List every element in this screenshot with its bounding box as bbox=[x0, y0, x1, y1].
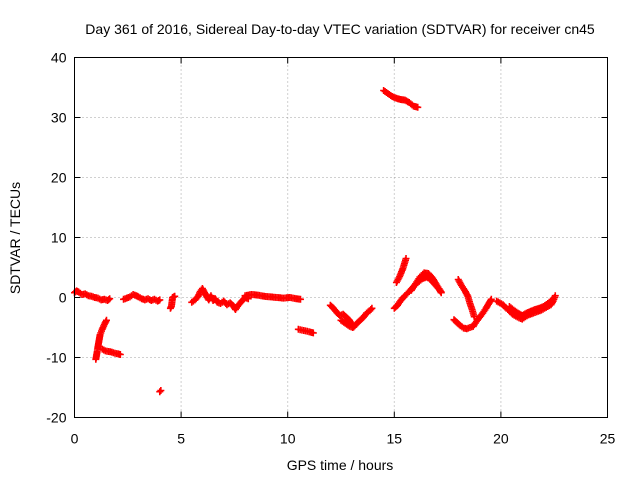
x-tick-label: 25 bbox=[600, 431, 616, 447]
data-point bbox=[414, 103, 422, 111]
data-point bbox=[402, 255, 410, 262]
x-tick-label: 15 bbox=[387, 431, 403, 447]
data-point bbox=[487, 295, 495, 303]
y-tick-label: 10 bbox=[51, 230, 67, 246]
data-point bbox=[309, 329, 317, 337]
data-points bbox=[71, 87, 559, 396]
data-point bbox=[156, 388, 164, 396]
x-tick-label: 5 bbox=[177, 431, 185, 447]
x-tick-label: 20 bbox=[493, 431, 509, 447]
y-tick-label: 40 bbox=[51, 50, 67, 66]
data-point bbox=[296, 295, 304, 303]
data-point bbox=[156, 296, 164, 304]
data-point bbox=[116, 351, 124, 358]
data-point bbox=[547, 297, 555, 305]
x-axis-label: GPS time / hours bbox=[287, 457, 394, 473]
data-point bbox=[157, 387, 165, 394]
data-point bbox=[551, 292, 559, 300]
data-point bbox=[367, 306, 375, 313]
y-tick-label: -20 bbox=[46, 410, 66, 426]
y-tick-label: 30 bbox=[51, 110, 67, 126]
plot-frame bbox=[74, 57, 608, 418]
y-tick-label: -10 bbox=[46, 350, 66, 366]
chart-title: Day 361 of 2016, Sidereal Day-to-day VTE… bbox=[85, 21, 595, 37]
y-tick-label: 0 bbox=[59, 290, 67, 306]
data-point bbox=[106, 295, 114, 303]
axis-ticks: 0 5 10 15 20 25 -20 -10 0 10 20 30 40 bbox=[46, 50, 615, 447]
data-point bbox=[368, 304, 376, 312]
x-tick-label: 0 bbox=[71, 431, 79, 447]
x-tick-label: 10 bbox=[280, 431, 296, 447]
data-point bbox=[349, 324, 357, 331]
y-tick-label: 20 bbox=[51, 170, 67, 186]
data-point bbox=[102, 316, 110, 324]
data-point bbox=[548, 296, 556, 304]
data-point bbox=[171, 292, 179, 300]
data-point bbox=[437, 288, 445, 296]
grid bbox=[74, 57, 608, 418]
data-point bbox=[105, 296, 113, 304]
y-axis-label: SDTVAR / TECUs bbox=[7, 182, 23, 294]
